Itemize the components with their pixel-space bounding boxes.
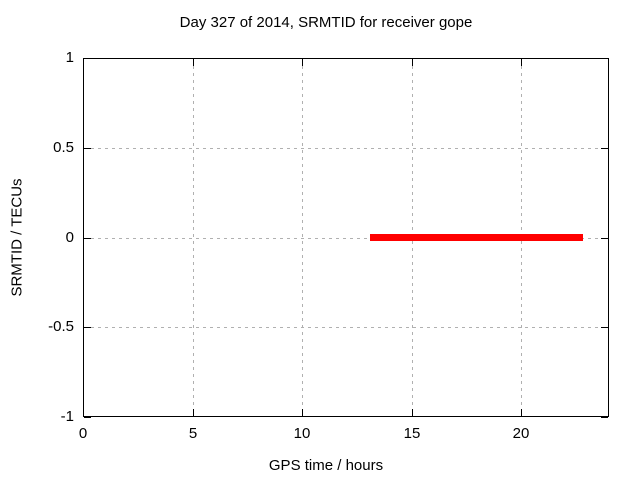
y-tick-label-0: 0 (65, 229, 74, 246)
x-tick-label-5: 5 (188, 425, 198, 442)
chart-title: Day 327 of 2014, SRMTID for receiver gop… (179, 14, 473, 31)
gridline-y-0 (84, 238, 608, 239)
y-tick-right-0 (601, 238, 608, 239)
gridline-x-10 (302, 59, 303, 416)
series-srmtid-segment-0 (370, 234, 583, 241)
x-tick-label-15: 15 (403, 425, 421, 442)
y-tick-label-1: 1 (65, 49, 74, 66)
y-tick-label-0.5: 0.5 (53, 139, 74, 156)
y-tick-left-0.5 (84, 148, 91, 149)
gridline-y-0.5 (84, 148, 608, 149)
x-tick-bottom-20 (521, 409, 522, 416)
y-tick-right--1 (601, 417, 608, 418)
x-tick-bottom-10 (302, 409, 303, 416)
gridline-y--0.5 (84, 327, 608, 328)
y-tick-right--0.5 (601, 327, 608, 328)
x-axis-label: GPS time / hours (268, 457, 384, 474)
y-tick-left-0 (84, 238, 91, 239)
y-tick-label--0.5: -0.5 (48, 318, 74, 335)
plot-area-border (83, 58, 609, 417)
x-tick-top-15 (412, 59, 413, 66)
x-tick-label-20: 20 (512, 425, 530, 442)
x-tick-label-10: 10 (293, 425, 311, 442)
x-tick-bottom-5 (193, 409, 194, 416)
x-tick-top-10 (302, 59, 303, 66)
x-tick-label-0: 0 (78, 425, 88, 442)
x-tick-top-20 (521, 59, 522, 66)
y-axis-label: SRMTID / TECUs (8, 178, 26, 297)
y-tick-right-0.5 (601, 148, 608, 149)
y-tick-left--0.5 (84, 327, 91, 328)
x-tick-top-5 (193, 59, 194, 66)
y-tick-left--1 (84, 417, 91, 418)
gridline-x-5 (193, 59, 194, 416)
y-tick-label--1: -1 (60, 408, 74, 425)
x-tick-bottom-15 (412, 409, 413, 416)
